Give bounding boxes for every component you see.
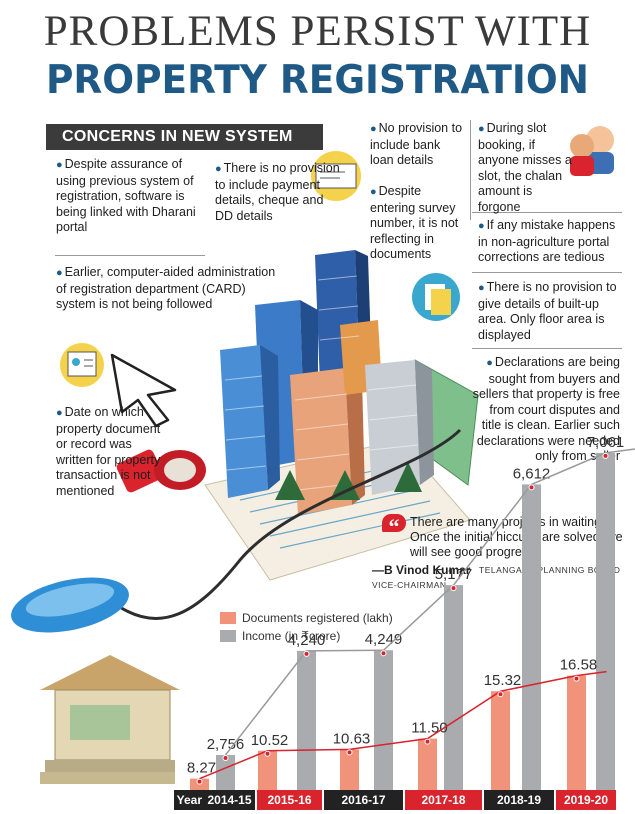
bar-documents: [258, 750, 277, 790]
data-point: [196, 778, 203, 785]
bar-income: [374, 650, 393, 790]
quote-icon: “: [382, 514, 406, 539]
data-label-documents: 8.27: [187, 760, 216, 777]
trees-icon: [275, 462, 422, 500]
cheque-icon: [311, 151, 361, 201]
bar-documents: [340, 749, 359, 790]
x-tick-label: 2016-17: [324, 790, 403, 810]
concern-note: ● If any mistake happens in non-agricultu…: [478, 218, 616, 264]
data-label-income: 4,240: [288, 632, 326, 649]
data-label-documents: 10.52: [251, 732, 289, 749]
divider-h2: [472, 272, 622, 273]
bar-documents: [567, 675, 586, 790]
concern-note: ● No provision to include bank loan detai…: [370, 121, 463, 167]
x-tick-label: 2019-20: [556, 790, 616, 810]
section-banner: CONCERNS IN NEW SYSTEM: [46, 124, 323, 150]
data-point: [497, 691, 504, 698]
data-point: [380, 650, 387, 657]
x-tick-label: 2017-18: [405, 790, 482, 810]
data-label-documents: 16.58: [560, 657, 598, 674]
bullet-icon: ●: [478, 220, 485, 232]
bullet-icon: ●: [478, 282, 485, 294]
divider-vertical: [470, 120, 471, 220]
concern-note: ● During slot booking, if anyone misses a…: [478, 121, 572, 214]
legend-swatch-income: [220, 630, 236, 642]
concern-note: ● Earlier, computer-aided administration …: [56, 265, 276, 311]
people-icon: [570, 126, 614, 176]
bar-documents: [491, 691, 510, 790]
x-tick-label: 2018-19: [484, 790, 554, 810]
divider-h3: [472, 348, 622, 349]
data-label-income: 5,177: [435, 566, 473, 583]
x-axis-prefix: Year: [174, 790, 204, 810]
data-label-income: 7,061: [587, 434, 625, 451]
concern-note: ● Declarations are being sought from buye…: [472, 355, 620, 463]
concern-note: ● Despite assurance of using previous sys…: [56, 157, 196, 234]
concern-note: ● There is no provision to include paymen…: [215, 161, 340, 223]
data-label-documents: 10.63: [333, 730, 371, 747]
bullet-icon: ●: [370, 186, 377, 198]
concern-note: ● There is no provision to give details o…: [478, 280, 617, 342]
bar-income: [297, 650, 316, 790]
legend-label-documents: Documents registered (lakh): [242, 611, 393, 625]
mouse-cable: [109, 428, 462, 620]
headline-line2: PROPERTY REGISTRATION: [45, 58, 590, 103]
data-point: [424, 738, 431, 745]
bar-income: [596, 452, 615, 790]
concern-note: ● Date on which property document or reco…: [56, 405, 161, 498]
quote-role-line1: TELANGANA PLANNING BOARD: [479, 565, 621, 575]
bar-income: [444, 585, 463, 790]
bar-income: [216, 755, 235, 790]
bullet-icon: ●: [56, 407, 63, 419]
data-label-income: 4,249: [365, 631, 403, 648]
bullet-icon: ●: [215, 163, 222, 175]
cursor-arrow-icon: [110, 353, 177, 428]
x-tick-label: 2015-16: [257, 790, 322, 810]
bar-income: [522, 484, 541, 790]
data-label-income: 2,756: [207, 736, 245, 753]
divider-h1: [472, 212, 622, 213]
documents-icon: [412, 273, 460, 321]
quote-text: There are many projects in waiting. Once…: [410, 515, 623, 559]
stamp-icon: [116, 449, 206, 493]
headline-line1: PROBLEMS PERSIST WITH: [43, 8, 592, 55]
data-point: [303, 650, 310, 657]
legend-label-income: Income (in ₹crore): [242, 629, 341, 643]
data-point: [346, 749, 353, 756]
legend-swatch-documents: [220, 612, 236, 624]
bar-documents: [418, 738, 437, 790]
concern-note: ● Despite entering survey number, it is n…: [370, 184, 459, 261]
divider-h4: [55, 255, 205, 256]
data-label-documents: 11.50: [411, 720, 447, 737]
data-point: [602, 452, 609, 459]
data-label-documents: 15.32: [484, 672, 522, 689]
bullet-icon: ●: [56, 267, 63, 279]
bullet-icon: ●: [56, 159, 63, 171]
id-card-icon: [60, 343, 104, 387]
quote-author: —B Vinod Kumar: [372, 563, 471, 577]
bullet-icon: ●: [486, 357, 493, 369]
data-label-income: 6,612: [513, 465, 551, 482]
data-point: [528, 484, 535, 491]
money-house-icon: [40, 655, 180, 784]
mouse-icon: [11, 577, 129, 633]
bullet-icon: ●: [370, 123, 377, 135]
bullet-icon: ●: [478, 123, 485, 135]
data-point: [264, 750, 271, 757]
x-tick-label: 2014-15: [204, 790, 255, 810]
data-point: [222, 755, 229, 762]
data-point: [450, 585, 457, 592]
buildings-icon: [220, 250, 434, 515]
data-point: [573, 675, 580, 682]
quote-role-line2: VICE-CHAIRMAN: [372, 580, 447, 590]
